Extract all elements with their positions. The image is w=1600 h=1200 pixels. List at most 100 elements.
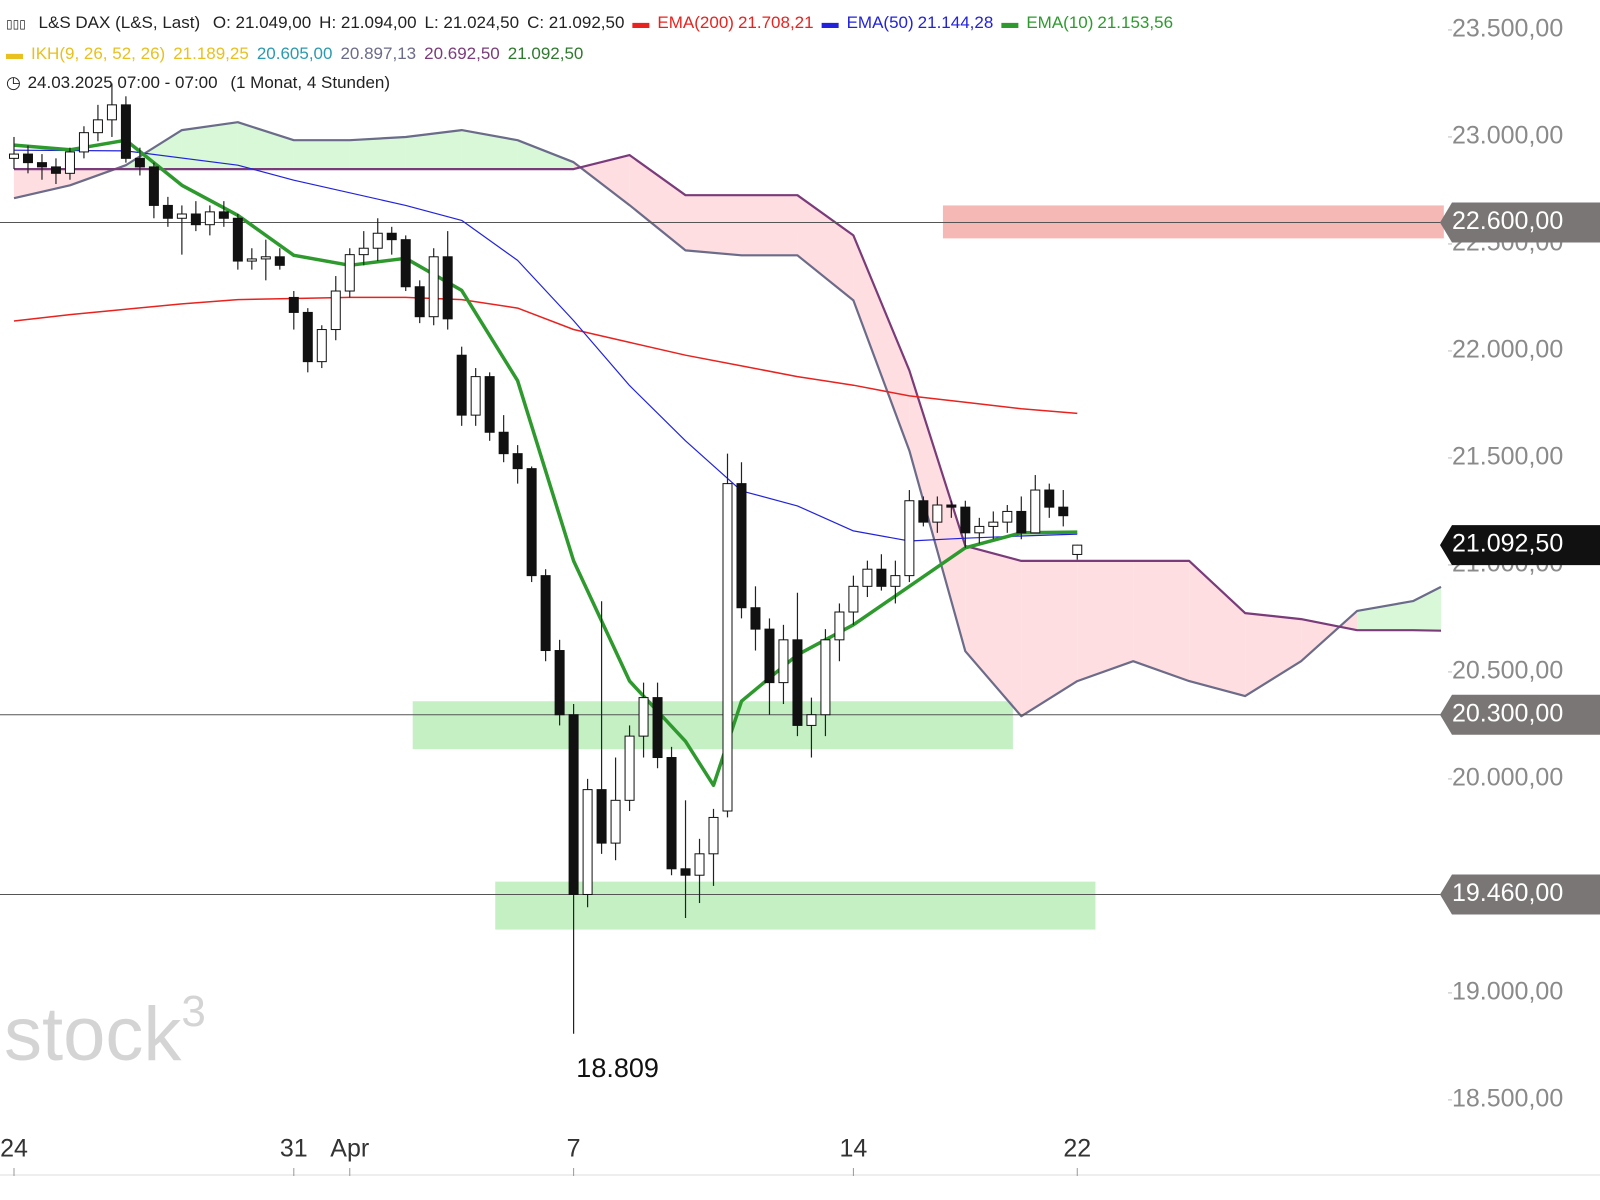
candle-body: [848, 585, 859, 613]
candle-body: [694, 853, 705, 876]
candle-body: [120, 104, 131, 159]
candle-body: [484, 376, 495, 433]
legend-value: 20.897,13: [340, 44, 417, 63]
legend-value: 21.153,56: [1097, 13, 1174, 32]
candle-body: [806, 714, 817, 726]
candle-body: [274, 256, 285, 266]
span-a-line: [13, 121, 1442, 718]
x-tick-label: 24: [0, 1135, 28, 1163]
header: ▯▯▯ L&S DAX (L&S, Last) O: 21.049,00 H: 2…: [6, 8, 1181, 97]
candle-body: [176, 213, 187, 219]
price-tag: [1440, 525, 1600, 566]
legend-name: IKH(9, 26, 52, 26): [31, 44, 166, 63]
annotation: 18.809: [576, 1053, 659, 1083]
candle-body: [22, 153, 33, 164]
candle-body: [344, 254, 355, 292]
candle-body: [708, 816, 719, 855]
candle-body: [722, 483, 733, 812]
candle-body: [414, 286, 425, 318]
candle-body: [218, 211, 229, 219]
axis-bg: [1448, 0, 1600, 1200]
cloud-fill: [181, 122, 238, 170]
cloud-fill: [293, 140, 350, 170]
price-tag-label: 20.300,00: [1452, 699, 1563, 727]
candle-body: [260, 256, 271, 260]
candle-body: [498, 431, 509, 455]
candle-body: [330, 290, 341, 331]
candle-body: [778, 639, 789, 684]
candle-body: [652, 697, 663, 759]
zone: [942, 205, 1444, 239]
candle-body: [750, 607, 761, 630]
candle-body: [316, 329, 327, 363]
header-row: ▯▯▯ L&S DAX (L&S, Last) O: 21.049,00 H: 2…: [6, 8, 1181, 39]
candle-body: [428, 256, 439, 318]
candle-body: [470, 376, 481, 416]
ema-line: [13, 138, 1078, 788]
watermark: stock3: [4, 987, 206, 1077]
candle-body: [610, 799, 621, 844]
candle-body: [974, 525, 985, 534]
candle-body: [134, 157, 145, 168]
cloud-fill: [629, 155, 686, 251]
candle-body: [666, 757, 677, 870]
zone: [495, 881, 1096, 930]
y-tick-label: 23.500,00: [1452, 15, 1563, 43]
candle-body: [78, 132, 89, 153]
candle-body: [526, 468, 537, 577]
price-tag: [1440, 694, 1600, 735]
x-tick-label: 14: [840, 1135, 868, 1163]
candle-body: [386, 232, 397, 241]
chart-title: L&S DAX (L&S, Last): [38, 13, 201, 32]
candle-body: [904, 500, 915, 577]
candle-body: [946, 504, 957, 508]
candle-body: [8, 153, 19, 159]
candle-body: [890, 575, 901, 587]
candle-body: [862, 568, 873, 587]
candle-body: [582, 789, 593, 895]
ohlc-label: L: 21.024,50: [424, 13, 520, 32]
cloud-fill: [1245, 613, 1302, 697]
candle-body: [302, 311, 313, 363]
candle-body: [372, 232, 383, 249]
legend-name: EMA(10): [1026, 13, 1094, 32]
watermark-sup: 3: [181, 987, 205, 1036]
candle-body: [106, 104, 117, 121]
price-tag: [1440, 874, 1600, 915]
cloud-fill: [349, 136, 406, 170]
clock-icon: ◷: [6, 73, 21, 92]
price-tag-label: 21.092,50: [1452, 530, 1563, 558]
ohlc-label: H: 21.094,00: [319, 13, 417, 32]
candle-body: [1030, 489, 1041, 534]
candle-body: [736, 483, 747, 609]
candle-body: [638, 697, 649, 737]
x-tick-label: 31: [280, 1135, 308, 1163]
candle-body: [680, 868, 691, 876]
cloud-fill: [1021, 560, 1078, 717]
candle-body: [1044, 489, 1055, 508]
candle-body: [820, 639, 831, 716]
cloud-fill: [573, 155, 630, 206]
candle-body: [540, 575, 551, 652]
y-tick-label: 21.500,00: [1452, 443, 1563, 471]
span-b-line: [14, 154, 1442, 632]
ema-line: [13, 149, 1078, 542]
candle-body: [876, 568, 887, 587]
x-tick-label: 22: [1063, 1135, 1091, 1163]
cloud-fill: [965, 545, 1022, 717]
candle-body: [400, 239, 411, 288]
legend-value: 21.189,25: [173, 44, 249, 63]
candle-body: [960, 506, 971, 534]
price-tag: [1440, 202, 1600, 243]
candle-body: [792, 639, 803, 726]
candle-body: [92, 119, 103, 134]
legend-value: 21.708,21: [737, 13, 814, 32]
header-row: ▬ IKH(9, 26, 52, 26) 21.189,25 20.605,00 20.…: [6, 39, 1181, 68]
candle-body: [554, 650, 565, 716]
candle-body: [50, 166, 61, 174]
legend-value: 21.092,50: [507, 44, 584, 63]
candle-body: [190, 213, 201, 226]
symbol-icon: ▯▯▯: [6, 17, 26, 31]
candle-body: [64, 151, 75, 174]
y-tick-label: 20.000,00: [1452, 764, 1563, 792]
